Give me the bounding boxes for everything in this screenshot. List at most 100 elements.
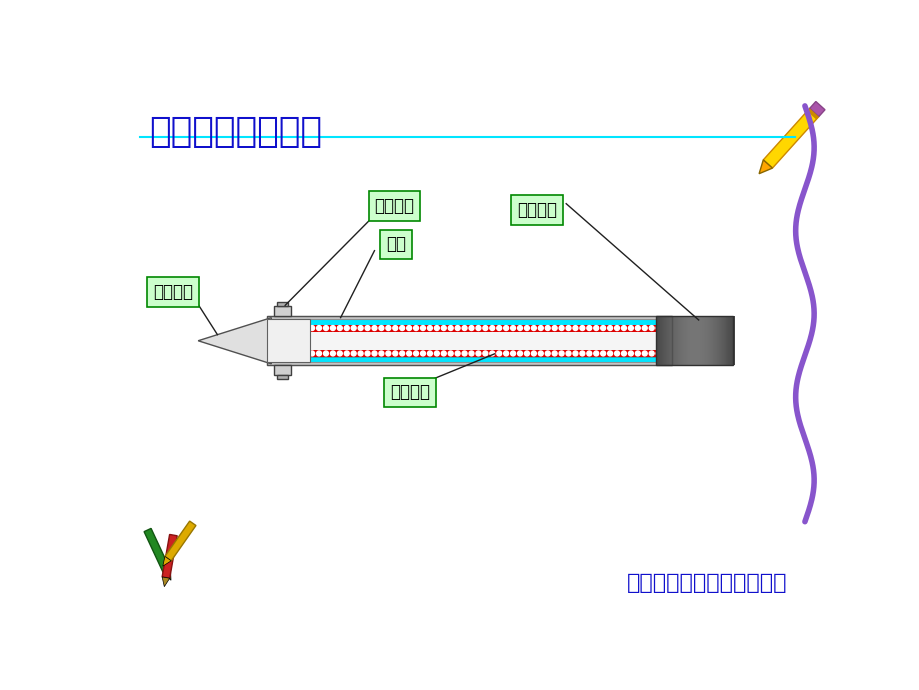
Bar [714,316,715,366]
Circle shape [655,351,661,356]
Bar [699,316,701,366]
Circle shape [414,351,418,356]
Circle shape [357,351,363,356]
Circle shape [635,326,640,331]
Polygon shape [198,317,271,364]
Circle shape [316,351,321,356]
Bar [693,316,694,366]
Bar [674,316,675,366]
Bar [274,306,291,316]
Text: 电烙铁芯: 电烙铁芯 [390,384,429,402]
Circle shape [420,326,425,331]
Circle shape [455,326,460,331]
Bar [713,316,714,366]
Bar [703,316,705,366]
Bar [806,108,818,119]
Circle shape [365,326,369,331]
Circle shape [593,326,598,331]
Circle shape [635,351,640,356]
Circle shape [316,326,321,331]
Bar [274,366,291,375]
Circle shape [379,326,383,331]
Polygon shape [162,577,169,586]
Circle shape [524,326,528,331]
Bar [267,350,671,357]
Circle shape [489,326,494,331]
Circle shape [344,326,349,331]
Bar [661,316,662,366]
Circle shape [461,351,467,356]
Circle shape [461,326,467,331]
Bar [675,316,676,366]
Circle shape [296,326,301,331]
Circle shape [427,351,432,356]
Bar [267,362,671,366]
Bar [717,316,719,366]
Bar [718,316,720,366]
Circle shape [573,351,577,356]
Circle shape [441,326,446,331]
Circle shape [371,326,377,331]
Circle shape [655,326,661,331]
Polygon shape [758,160,772,174]
Circle shape [281,326,287,331]
Circle shape [559,326,563,331]
Circle shape [469,326,473,331]
Circle shape [573,326,577,331]
Circle shape [296,351,301,356]
Circle shape [503,351,508,356]
Circle shape [579,351,584,356]
Circle shape [323,326,328,331]
Circle shape [531,351,536,356]
Circle shape [482,351,487,356]
Text: 外壳: 外壳 [386,235,405,253]
Bar [689,316,691,366]
Bar [685,316,686,366]
Circle shape [503,326,508,331]
Circle shape [434,326,439,331]
Bar [677,316,678,366]
Circle shape [559,351,563,356]
Bar [267,319,671,324]
Circle shape [600,326,605,331]
Bar [730,316,731,366]
Bar [664,316,665,366]
Bar [692,316,693,366]
Text: 电烙铁头: 电烙铁头 [153,283,193,302]
Bar [708,316,709,366]
Text: 福州天虹电脑科技有限公司: 福州天虹电脑科技有限公司 [626,573,787,593]
Text: 电烙铁柄: 电烙铁柄 [516,201,556,219]
Bar [668,316,670,366]
Circle shape [275,351,279,356]
Circle shape [281,351,287,356]
Circle shape [475,351,481,356]
Circle shape [475,326,481,331]
Circle shape [267,326,273,331]
Bar [725,316,726,366]
Circle shape [496,326,501,331]
Circle shape [538,351,543,356]
Bar [267,331,671,350]
Bar [720,316,721,366]
Bar [278,302,288,306]
Circle shape [289,351,293,356]
Bar [681,316,682,366]
Circle shape [649,351,653,356]
Circle shape [621,326,626,331]
Circle shape [385,326,391,331]
Bar [144,529,170,573]
Circle shape [302,351,307,356]
Circle shape [441,351,446,356]
Circle shape [289,326,293,331]
Bar [686,316,687,366]
Circle shape [482,326,487,331]
Circle shape [275,326,279,331]
Circle shape [330,326,335,331]
Bar [660,316,661,366]
Circle shape [607,326,612,331]
Bar [728,316,729,366]
Bar [688,316,690,366]
Circle shape [517,351,522,356]
Circle shape [392,351,397,356]
Bar [698,316,699,366]
